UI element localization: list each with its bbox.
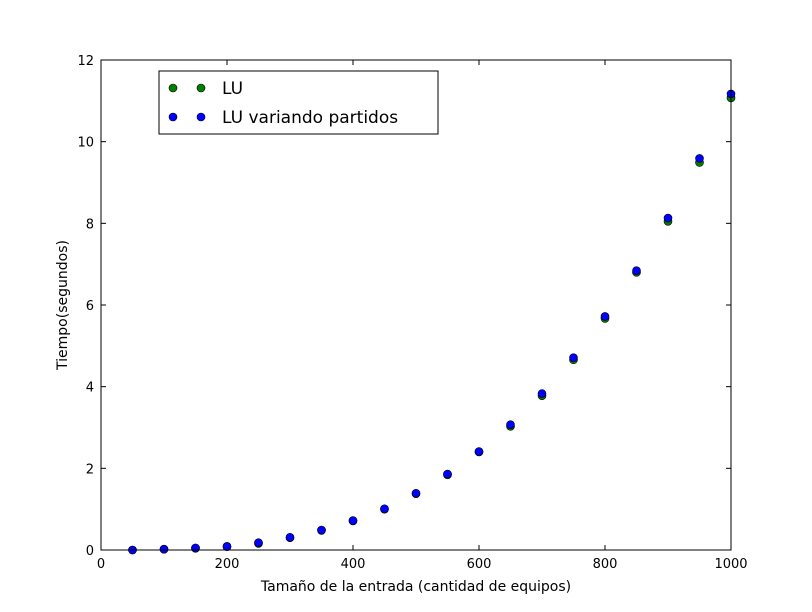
data-point-series-1: [474, 447, 484, 456]
x-tick-label: 1000: [714, 557, 747, 572]
y-tick-label: 12: [77, 54, 94, 69]
x-tick-label: 600: [467, 557, 492, 572]
x-tick-label: 400: [341, 557, 366, 572]
legend-marker-lu: [168, 83, 178, 93]
data-point-series-1: [695, 154, 704, 163]
y-axis-label: Tiempo(segundos): [55, 240, 71, 371]
data-point-series-1: [537, 389, 547, 398]
data-point-series-1: [222, 542, 232, 551]
legend-marker-lu-variando: [196, 112, 206, 122]
data-point-series-1: [600, 312, 610, 321]
data-point-series-1: [159, 544, 169, 554]
legend-marker-lu: [196, 83, 206, 93]
tick-labels: 0 200 400 600 800 1000 0 2 4 6 8 10 12: [77, 54, 747, 572]
data-point-series-1: [632, 266, 641, 276]
data-point-series-1: [506, 420, 515, 429]
data-point-series-1: [317, 525, 326, 535]
legend-label-lu: LU: [222, 79, 243, 99]
data-point-series-1: [191, 543, 200, 553]
legend-label-lu-variando: LU variando partidos: [222, 108, 398, 128]
plot-area: [101, 60, 731, 550]
data-point-series-1: [443, 469, 452, 479]
data-point-series-1: [285, 533, 295, 542]
x-tick-label: 200: [215, 557, 240, 572]
x-tick-label: 800: [593, 557, 618, 572]
y-tick-label: 2: [86, 462, 94, 477]
data-point-series-1: [411, 488, 421, 498]
y-tick-label: 0: [86, 544, 94, 559]
y-tick-label: 4: [86, 381, 94, 396]
x-tick-label: 0: [97, 557, 105, 572]
data-point-series-1: [380, 504, 389, 514]
legend: LU LU variando partidos: [158, 70, 439, 135]
x-axis-label: Tamaño de la entrada (cantidad de equipo…: [260, 579, 571, 595]
data-point-series-1: [663, 213, 673, 223]
data-point-series-1: [254, 538, 263, 547]
data-point-series-1: [348, 516, 358, 525]
plot-frame: [100, 59, 732, 551]
data-points: [128, 89, 736, 555]
data-point-series-1: [569, 353, 578, 362]
legend-box: [158, 70, 439, 135]
legend-marker-lu-variando: [168, 112, 178, 122]
y-tick-label: 10: [77, 136, 94, 151]
y-tick-label: 8: [86, 217, 94, 232]
y-tick-label: 6: [86, 299, 94, 314]
